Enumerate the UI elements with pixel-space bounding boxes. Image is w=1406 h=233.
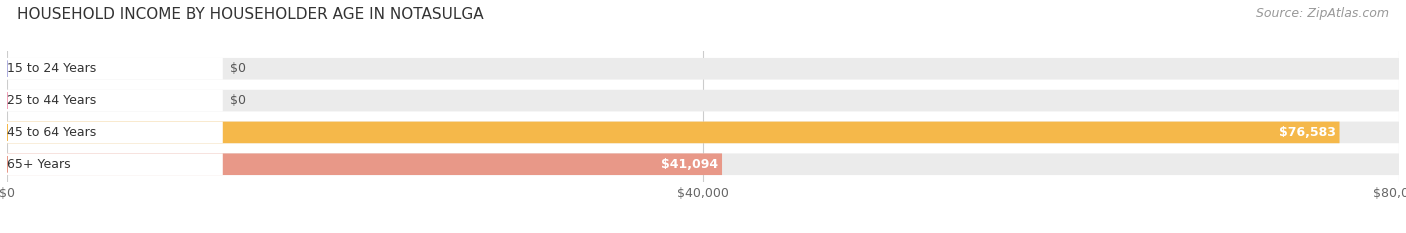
FancyBboxPatch shape [7, 153, 723, 175]
Text: $0: $0 [229, 62, 246, 75]
Text: HOUSEHOLD INCOME BY HOUSEHOLDER AGE IN NOTASULGA: HOUSEHOLD INCOME BY HOUSEHOLDER AGE IN N… [17, 7, 484, 22]
Text: 45 to 64 Years: 45 to 64 Years [7, 126, 96, 139]
Text: $76,583: $76,583 [1279, 126, 1336, 139]
Text: $41,094: $41,094 [661, 158, 718, 171]
FancyBboxPatch shape [7, 122, 222, 143]
Text: 65+ Years: 65+ Years [7, 158, 70, 171]
Text: 15 to 24 Years: 15 to 24 Years [7, 62, 96, 75]
FancyBboxPatch shape [7, 58, 1399, 80]
FancyBboxPatch shape [7, 90, 1399, 111]
FancyBboxPatch shape [7, 58, 222, 80]
FancyBboxPatch shape [7, 90, 222, 111]
FancyBboxPatch shape [7, 122, 1340, 143]
Text: Source: ZipAtlas.com: Source: ZipAtlas.com [1256, 7, 1389, 20]
FancyBboxPatch shape [7, 122, 1399, 143]
Text: $0: $0 [229, 94, 246, 107]
FancyBboxPatch shape [7, 153, 1399, 175]
FancyBboxPatch shape [7, 153, 222, 175]
Text: 25 to 44 Years: 25 to 44 Years [7, 94, 96, 107]
